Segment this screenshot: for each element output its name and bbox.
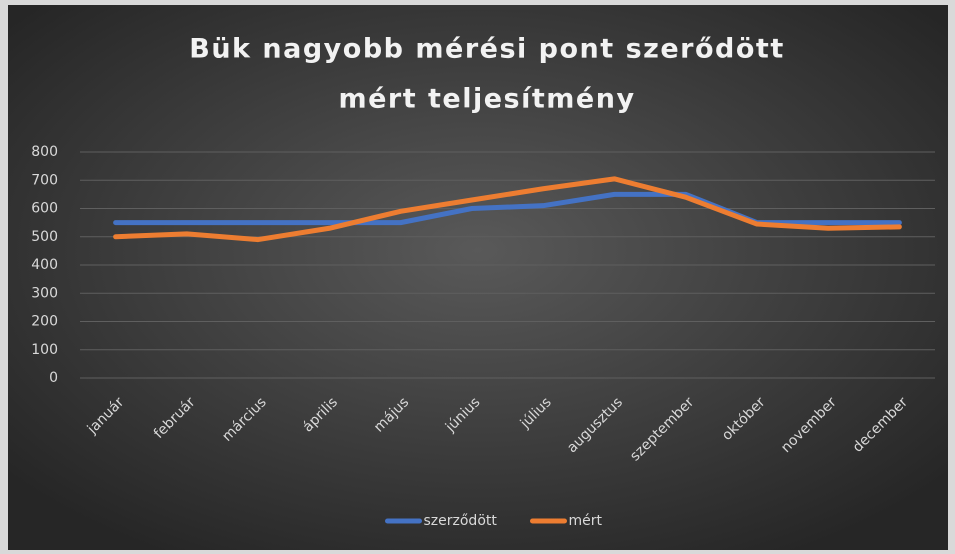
chart-title: mért teljesítmény <box>338 84 635 115</box>
y-tick-label: 700 <box>31 172 58 188</box>
y-tick-label: 500 <box>31 229 58 245</box>
y-tick-label: 800 <box>31 144 58 160</box>
series-line <box>113 176 902 243</box>
y-tick-label: 600 <box>31 201 58 217</box>
y-tick-label: 200 <box>31 314 58 330</box>
chart-title: Bük nagyobb mérési pont szerődött <box>189 34 785 65</box>
legend-label: mért <box>569 513 603 529</box>
y-tick-label: 0 <box>49 370 58 386</box>
y-tick-label: 400 <box>31 257 58 273</box>
y-tick-label: 300 <box>31 285 58 301</box>
chart-background <box>8 5 948 550</box>
legend-label: szerződött <box>424 513 498 529</box>
y-tick-label: 100 <box>31 342 58 358</box>
